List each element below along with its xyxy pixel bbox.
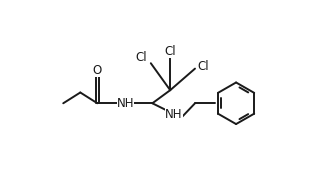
Text: NH: NH (116, 97, 134, 110)
Text: O: O (93, 64, 102, 77)
Text: Cl: Cl (135, 51, 147, 64)
Text: NH: NH (165, 108, 183, 121)
Text: Cl: Cl (164, 45, 176, 58)
Text: Cl: Cl (197, 60, 209, 73)
